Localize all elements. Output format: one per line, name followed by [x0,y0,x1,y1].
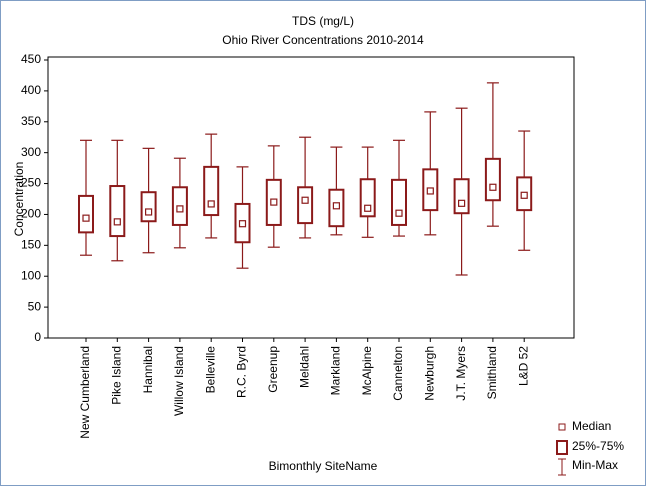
y-tick-label: 50 [28,299,42,313]
median-marker [238,220,247,228]
x-tick-label: Cannelton [391,346,405,401]
y-tick-label: 200 [21,207,41,221]
y-tick-label: 450 [21,52,41,66]
y-tick-label: 150 [21,238,41,252]
y-tick-label: 100 [21,268,41,282]
x-tick-label: L&D 52 [516,346,530,386]
median-marker [520,191,528,199]
legend-label: Min-Max [572,458,618,472]
x-tick-label: Greenup [266,346,280,393]
chart-subtitle: Ohio River Concentrations 2010-2014 [222,33,424,47]
x-tick-label: McAlpine [360,346,374,396]
x-tick-label: New Cumberland [78,346,92,439]
box [140,191,157,223]
plot-area [47,56,575,339]
box [109,185,126,238]
median-marker [332,202,340,210]
median-marker [395,209,403,217]
median-marker [207,200,215,208]
y-tick-label: 250 [21,176,41,190]
median-marker [301,196,309,204]
y-tick-label: 0 [34,330,41,344]
x-axis-label: Bimonthly SiteName [269,459,378,473]
y-tick-label: 400 [21,83,41,97]
y-axis-label: Concentration [12,162,26,237]
x-tick-label: Pike Island [109,346,123,405]
median-marker [426,187,434,195]
median-marker [364,204,372,212]
median-marker [270,198,278,206]
x-tick-label: Belleville [203,346,217,394]
y-tick-label: 350 [21,114,41,128]
x-tick-label: Newburgh [422,346,436,401]
x-tick-label: Markland [329,346,343,395]
legend-label: 25%-75% [572,439,624,453]
box [453,178,470,215]
x-tick-label: J.T. Myers [454,346,468,401]
box [391,178,407,226]
legend-box-icon [556,440,568,455]
x-tick-label: Willow Island [172,346,186,416]
x-tick-label: Meldahl [297,346,311,388]
box [203,165,220,217]
legend-label: Median [572,419,611,433]
median-marker [145,208,153,216]
chart-title: TDS (mg/L) [292,14,354,28]
y-tick-label: 300 [21,145,41,159]
x-tick-label: R.C. Byrd [235,346,249,398]
x-tick-label: Smithland [485,346,499,399]
median-marker [176,205,184,213]
median-marker [458,199,466,207]
box [484,157,501,202]
median-marker [489,183,497,191]
median-marker [113,218,121,226]
box [297,186,314,225]
legend-median-icon [558,423,566,431]
box [78,194,94,234]
x-tick-label: Hannibal [141,346,155,393]
median-marker [82,214,90,222]
